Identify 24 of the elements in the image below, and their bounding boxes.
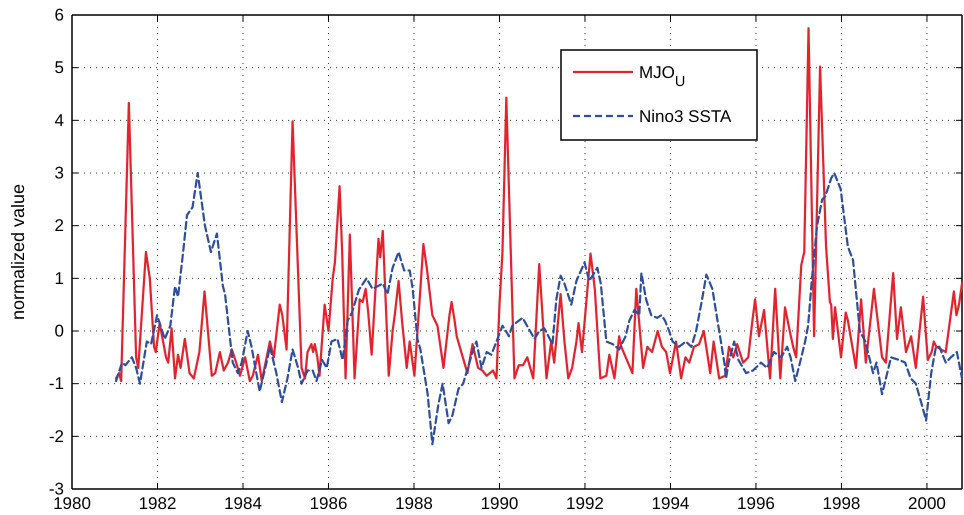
- y-tick-label: 3: [54, 163, 64, 182]
- y-tick-label: 0: [54, 321, 64, 340]
- y-tick-label: 5: [54, 58, 64, 78]
- legend-label: MJO$_{U}$: [639, 63, 686, 90]
- x-tick-label: 1994: [652, 494, 690, 514]
- y-tick-label: -1: [48, 374, 64, 394]
- x-tick-label: 1986: [310, 494, 348, 514]
- x-tick-label: 1988: [395, 494, 433, 514]
- y-tick-label: 2: [54, 216, 64, 236]
- y-tick-label: -2: [48, 426, 64, 446]
- y-tick-label: 1: [54, 268, 64, 288]
- x-tick-label: 1996: [737, 494, 775, 514]
- x-tick-label: 1998: [822, 494, 860, 514]
- x-tick-label: 1990: [480, 494, 518, 514]
- x-tick-label: 1992: [566, 494, 604, 514]
- line-series: [114, 27, 964, 382]
- x-tick-label: 1984: [224, 494, 262, 514]
- y-axis-title: normalized value: [8, 184, 28, 320]
- x-tick-label: 1982: [138, 494, 176, 514]
- line-series: [114, 172, 964, 446]
- x-tick-label: 2000: [908, 494, 946, 514]
- y-tick-label: 4: [54, 110, 64, 130]
- y-tick-label: 6: [54, 5, 64, 24]
- legend-label: Nino3 SSTA: [639, 107, 732, 126]
